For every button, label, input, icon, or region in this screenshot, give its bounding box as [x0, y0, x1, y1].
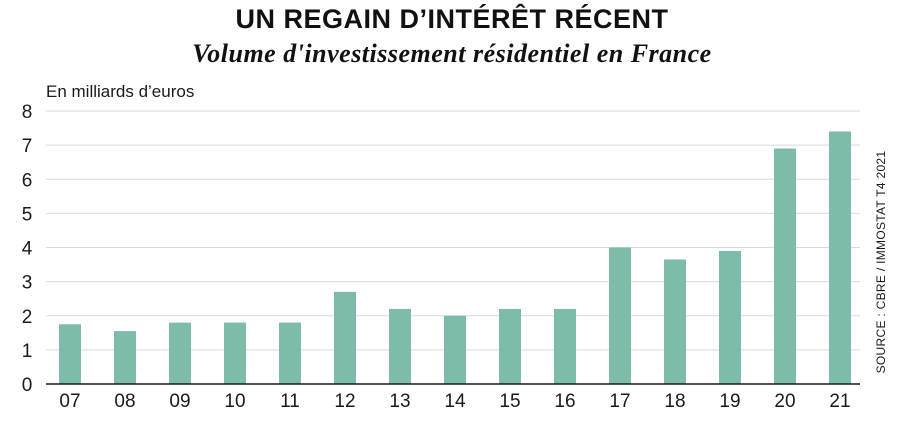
x-tick-label: 14: [444, 391, 466, 412]
bar-08: [114, 331, 136, 384]
bar-16: [554, 308, 576, 384]
y-tick-label: 7: [22, 136, 33, 157]
bar-09: [169, 322, 191, 384]
bar-21: [829, 131, 851, 384]
x-tick-label: 13: [389, 391, 410, 412]
bar-14: [444, 315, 466, 384]
bar-10: [224, 322, 246, 384]
x-tick-label: 17: [609, 391, 630, 412]
x-tick-label: 12: [334, 391, 355, 412]
y-tick-labels: 0 1 2 3 4 5 6 7 8: [22, 102, 33, 396]
y-tick-label: 2: [22, 307, 33, 328]
bar-07: [59, 324, 81, 384]
x-tick-label: 16: [554, 391, 575, 412]
x-tick-labels: 07 08 09 10 11 12 13 14 15 16 17 18 19 20 21: [59, 391, 850, 412]
bar-17: [609, 247, 631, 384]
x-tick-label: 10: [224, 391, 245, 412]
y-tick-label: 4: [22, 239, 33, 260]
bar-20: [774, 148, 796, 384]
x-tick-label: 08: [114, 391, 135, 412]
y-axis-label: En milliards d’euros: [46, 82, 195, 101]
x-tick-label: 11: [280, 391, 300, 412]
bar-11: [279, 322, 301, 384]
bar-13: [389, 308, 411, 384]
bars: [59, 131, 851, 384]
y-tick-label: 6: [22, 170, 33, 191]
bar-19: [719, 250, 741, 384]
y-tick-label: 3: [22, 273, 33, 294]
bar-12: [334, 291, 356, 384]
x-tick-label: 07: [59, 391, 80, 412]
chart-subtitle: Volume d'investissement résidentiel en F…: [192, 39, 712, 68]
x-tick-label: 09: [169, 391, 190, 412]
y-tick-label: 1: [22, 341, 33, 362]
x-tick-label: 21: [829, 391, 850, 412]
y-tick-label: 5: [22, 204, 33, 225]
x-tick-label: 18: [664, 391, 685, 412]
x-tick-label: 19: [719, 391, 740, 412]
bar-18: [664, 259, 686, 384]
x-tick-label: 15: [499, 391, 520, 412]
x-tick-label: 20: [774, 391, 795, 412]
y-tick-label: 8: [22, 102, 33, 123]
chart-title: UN REGAIN D’INTÉRÊT RÉCENT: [235, 4, 669, 34]
bar-15: [499, 308, 521, 384]
y-tick-label: 0: [22, 375, 33, 396]
